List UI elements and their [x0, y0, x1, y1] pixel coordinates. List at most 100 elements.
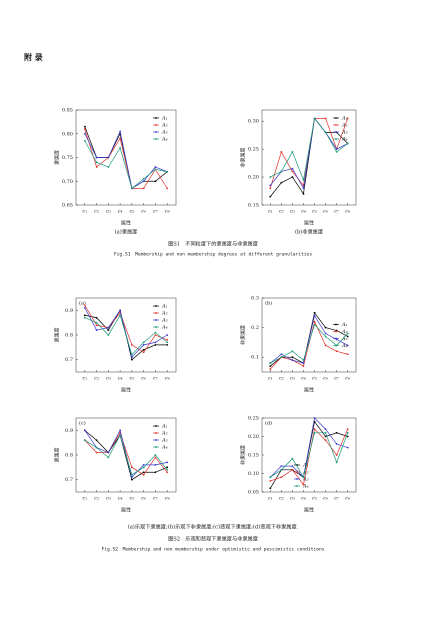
point — [291, 356, 294, 359]
series-line — [84, 130, 168, 189]
point — [324, 428, 327, 430]
point — [313, 417, 316, 419]
legend-dot — [335, 323, 337, 326]
point — [302, 365, 305, 367]
y-tick-label: 0.7 — [65, 357, 73, 363]
point — [346, 335, 349, 338]
figure-caption: 图S1 不同粒度下的隶属度与非隶属度 — [168, 240, 258, 248]
point — [83, 304, 86, 307]
point — [280, 181, 283, 184]
legend-label: A₃ — [341, 130, 348, 136]
y-tick-label: 0.2 — [251, 325, 259, 331]
legend-dot — [335, 337, 337, 340]
point — [269, 487, 272, 490]
point — [166, 187, 169, 190]
series-line — [84, 140, 168, 189]
point — [291, 167, 294, 170]
legend-dot — [155, 124, 157, 126]
y-tick-label: 0.20 — [248, 175, 259, 181]
point — [313, 117, 316, 120]
point — [95, 324, 98, 327]
point — [83, 139, 86, 142]
point — [269, 362, 272, 365]
figure-caption-en: Fig.S2 Membership and non membership und… — [101, 547, 324, 553]
legend-label: A₄ — [302, 484, 309, 490]
point — [280, 476, 283, 479]
x-tick-label: c₂ — [279, 376, 284, 382]
legend-label: A₂ — [161, 311, 168, 317]
point — [107, 326, 110, 329]
point — [154, 454, 157, 456]
x-tick-label: c₁ — [268, 209, 273, 215]
point — [291, 468, 294, 471]
point — [119, 434, 122, 437]
y-tick-label: 0.15 — [248, 453, 259, 459]
legend-dot — [296, 478, 298, 480]
point — [154, 180, 157, 183]
legend-label: A₂ — [302, 470, 309, 476]
point — [166, 471, 169, 474]
legend-label: A₄ — [161, 137, 168, 143]
x-tick-label: c₂ — [94, 496, 99, 502]
point — [142, 341, 145, 344]
point — [107, 329, 110, 331]
x-tick-label: c₆ — [141, 496, 146, 502]
point — [335, 431, 338, 434]
legend-dot — [155, 425, 157, 427]
point — [335, 148, 338, 151]
y-tick-label: 0.05 — [248, 490, 259, 496]
y-tick-label: 0.85 — [62, 108, 73, 114]
point — [335, 350, 338, 353]
point — [130, 466, 133, 469]
point — [130, 358, 133, 361]
point — [95, 439, 98, 442]
point — [166, 343, 169, 346]
series-line — [84, 430, 168, 481]
point — [154, 471, 157, 474]
point — [95, 166, 98, 168]
point — [154, 331, 157, 334]
legend-dot — [155, 439, 157, 441]
y-axis-label: 非隶属度 — [240, 147, 247, 167]
point — [142, 463, 145, 466]
series-line — [270, 117, 348, 182]
plot-frame — [261, 297, 357, 373]
x-tick-label: c₆ — [323, 209, 328, 215]
plot-frame — [75, 109, 177, 206]
series-line — [270, 323, 348, 364]
point — [346, 428, 349, 430]
point — [95, 321, 98, 324]
x-tick-label: c₂ — [279, 496, 284, 502]
legend-dot — [155, 305, 157, 307]
legend-label: A₂ — [341, 123, 348, 129]
point — [302, 476, 305, 479]
point — [130, 353, 133, 356]
series-line — [84, 314, 168, 356]
panel-label: (c) — [79, 420, 86, 427]
x-axis-label: 属性 — [121, 220, 131, 227]
legend-label: A₁ — [161, 424, 168, 430]
x-tick-label: c₄ — [301, 496, 306, 502]
x-tick-label: c₃ — [106, 496, 111, 502]
point — [346, 446, 349, 449]
point — [142, 343, 145, 346]
point — [346, 435, 349, 438]
point — [324, 131, 327, 134]
x-tick-label: c₆ — [323, 496, 328, 502]
point — [83, 439, 86, 442]
legend-label: A₂ — [161, 431, 168, 437]
point — [154, 463, 157, 466]
point — [130, 473, 133, 476]
point — [346, 117, 349, 120]
point — [324, 332, 327, 335]
x-tick-label: c₅ — [312, 496, 317, 502]
point — [142, 351, 145, 354]
point — [302, 483, 305, 486]
x-tick-label: c₇ — [334, 209, 339, 215]
legend-dot — [335, 131, 337, 133]
legend-dot — [335, 124, 337, 126]
point — [119, 130, 122, 133]
point — [154, 334, 157, 336]
x-tick-label: c₅ — [312, 209, 317, 215]
point — [291, 359, 294, 362]
